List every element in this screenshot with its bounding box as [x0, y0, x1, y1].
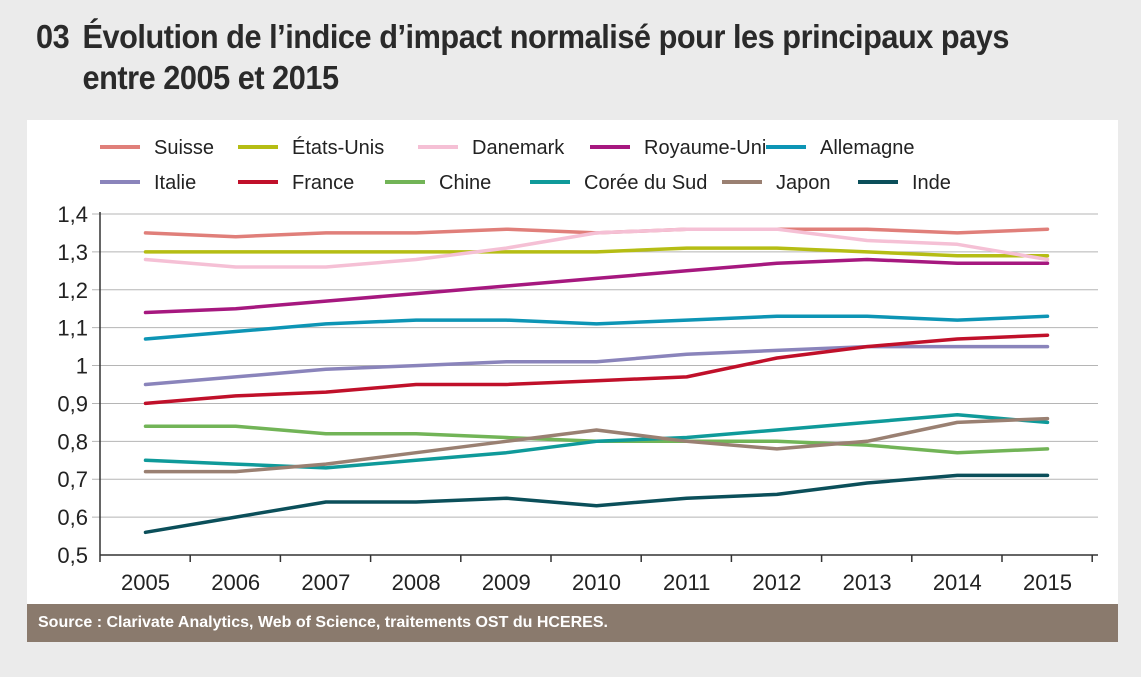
x-tick-label: 2010	[572, 570, 621, 595]
title-line-2: entre 2005 et 2015	[82, 59, 340, 96]
legend-item: Royaume-Uni	[590, 137, 766, 159]
y-tick-label: 0,7	[57, 467, 88, 492]
y-tick-label: 1,2	[57, 278, 88, 303]
x-tick-label: 2014	[933, 570, 982, 595]
x-tick-label: 2007	[301, 570, 350, 595]
x-tick-label: 2015	[1023, 570, 1072, 595]
y-tick-label: 1,4	[57, 202, 88, 227]
chart-title: 03 Évolution de l’indice d’impact normali…	[36, 16, 1009, 98]
y-tick-label: 1,1	[57, 316, 88, 341]
x-tick-label: 2011	[663, 570, 710, 595]
legend-label: États-Unis	[292, 136, 384, 159]
x-tick-label: 2006	[211, 570, 260, 595]
legend-label: Italie	[154, 172, 196, 194]
x-tick-label: 2013	[843, 570, 892, 595]
legend-item: Corée du Sud	[530, 172, 707, 194]
y-tick-label: 0,8	[57, 429, 88, 454]
series-line-france	[143, 333, 1050, 406]
y-tick-label: 0,6	[57, 505, 88, 530]
source-note: Source : Clarivate Analytics, Web of Sci…	[27, 604, 1118, 642]
series-line-italie	[143, 344, 1050, 387]
x-tick-label: 2005	[121, 570, 170, 595]
legend-label: Suisse	[154, 137, 214, 159]
legend-item: États-Unis	[238, 136, 384, 159]
legend-item: Allemagne	[766, 137, 915, 159]
y-tick-label: 0,9	[57, 391, 88, 416]
legend-item: Italie	[100, 172, 196, 194]
legend-item: Suisse	[100, 137, 214, 159]
figure-number: 03	[36, 18, 70, 55]
series-line--tats-unis	[143, 246, 1050, 258]
title-line-1: Évolution de l’indice d’impact normalisé…	[82, 18, 1010, 55]
x-tick-label: 2012	[752, 570, 801, 595]
x-tick-label: 2008	[392, 570, 441, 595]
legend-label: Allemagne	[820, 137, 915, 159]
legend-item: Japon	[722, 172, 831, 194]
x-tick-label: 2009	[482, 570, 531, 595]
legend-label: Danemark	[472, 137, 565, 159]
legend-item: Inde	[858, 172, 951, 194]
legend-label: France	[292, 172, 354, 194]
legend-item: France	[238, 172, 354, 194]
legend-label: Corée du Sud	[584, 172, 707, 194]
legend-label: Royaume-Uni	[644, 137, 766, 159]
series-line-japon	[143, 416, 1050, 474]
y-tick-label: 1,3	[57, 240, 88, 265]
y-tick-label: 1	[76, 354, 88, 379]
legend-label: Inde	[912, 172, 951, 194]
series-line-allemagne	[143, 314, 1050, 341]
legend-label: Chine	[439, 172, 491, 194]
legend-label: Japon	[776, 172, 831, 194]
series-line-danemark	[143, 227, 1050, 269]
series-line-royaume-uni	[143, 257, 1050, 315]
legend-item: Chine	[385, 172, 491, 194]
legend-item: Danemark	[418, 137, 565, 159]
series-line-inde	[143, 473, 1050, 535]
y-tick-label: 0,5	[57, 543, 88, 568]
